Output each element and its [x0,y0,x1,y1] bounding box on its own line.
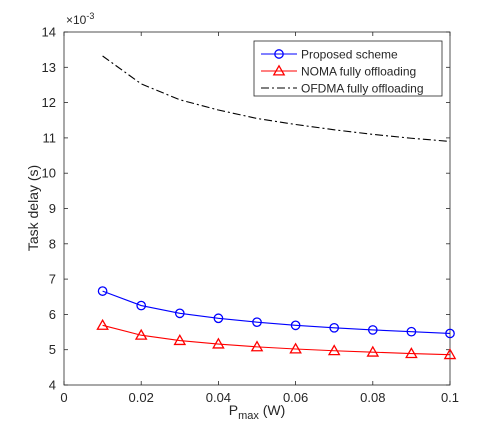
legend-marker [274,49,284,59]
x-tick-label: 0.04 [206,390,231,405]
data-point [445,328,455,339]
y-tick-label: 13 [42,60,56,75]
x-tick-label: 0.08 [360,390,385,405]
legend-entry: OFDMA fully offloading [261,82,424,96]
legend-label: OFDMA fully offloading [301,82,424,96]
series-line [102,324,451,356]
legend-entries: Proposed scheme NOMA fully offloading OFDM… [261,48,424,96]
data-point [366,345,380,357]
series-0 [97,286,455,339]
x-tick-label: 0.02 [129,390,154,405]
data-point [136,300,147,311]
y-tick-label: 6 [49,307,56,322]
legend-label: NOMA fully offloading [301,65,416,79]
data-point [134,328,148,340]
data-point [289,342,302,354]
series-line [102,290,451,335]
data-point [173,334,187,346]
series-2 [102,55,451,142]
series-1 [96,318,457,360]
series-line [102,55,451,142]
x-tick-label: 0.06 [283,390,308,405]
data-point [405,347,418,359]
y-tick-label: 9 [49,201,56,216]
y-tick-label: 10 [42,166,56,181]
data-point [97,286,108,296]
legend-marker [272,64,286,76]
data-point [250,340,264,352]
legend-box [253,40,443,97]
legend-entry: NOMA fully offloading [261,64,416,79]
y-tick-label: 12 [42,95,56,110]
data-point [96,318,109,330]
axis-ticks: 0 0.02 0.04 0.06 0.08 0.1 4 5 6 7 8 9 10 11 12 13 14 [42,25,460,406]
y-axis-label: Task delay (s) [25,165,41,251]
y-tick-label: 7 [49,272,56,287]
data-point [367,325,378,335]
data-point [212,337,225,349]
data-point [213,313,224,324]
y-tick-label: 14 [42,25,56,40]
y-multiplier: ×10-3 [66,11,94,27]
legend: Proposed scheme NOMA fully offloading OFDM… [253,40,443,97]
y-tick-label: 11 [43,130,57,145]
y-tick-label: 5 [49,342,56,357]
data-point [327,344,341,356]
data-point [290,320,301,331]
data-point [329,322,340,333]
legend-label: Proposed scheme [301,48,398,62]
legend-entry: Proposed scheme [261,48,398,62]
y-tick-label: 4 [49,378,56,393]
data-point [252,317,262,328]
y-tick-label: 8 [49,236,56,251]
x-tick-label: 0.1 [441,390,459,405]
data-point [406,326,417,337]
series-layer [96,55,457,360]
x-tick-label: 0 [60,390,67,405]
data-point [443,348,457,360]
data-point [174,308,185,319]
x-axis-label: Pmax (W) [229,402,286,422]
